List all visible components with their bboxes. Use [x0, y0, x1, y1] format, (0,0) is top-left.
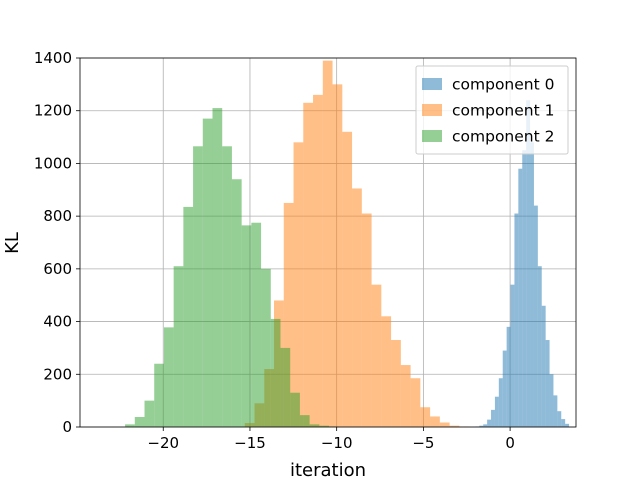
histogram-bar: [391, 340, 401, 427]
histogram-bar: [487, 419, 492, 427]
histogram-bar: [545, 340, 550, 427]
legend-label: component 1: [452, 102, 554, 120]
y-tick-label: 1400: [34, 49, 72, 67]
histogram-bar: [352, 188, 362, 427]
histogram-bar: [309, 424, 320, 427]
histogram-bar: [144, 400, 155, 427]
histogram-bar: [299, 415, 310, 427]
histogram-bar: [261, 268, 271, 427]
histogram-bar: [193, 146, 203, 427]
histogram-bar: [410, 378, 421, 427]
histogram-bar: [557, 411, 562, 427]
axis-ticks: −20 −15 −10 −5 0 0 200 400 600 800 1000 1200 1400: [34, 49, 515, 452]
legend-box: [415, 65, 569, 155]
histogram-bar: [293, 142, 304, 428]
x-tick-label: −20: [147, 434, 179, 452]
y-axis-label: KL: [2, 232, 23, 254]
y-tick-label: 600: [43, 260, 72, 278]
x-tick-label: 0: [505, 434, 515, 452]
histogram-bar: [163, 327, 174, 427]
legend-label: component 0: [452, 76, 554, 94]
histogram-bar: [553, 395, 558, 427]
histogram-bar: [502, 350, 507, 427]
legend-swatch: [422, 104, 442, 116]
histogram-bar: [241, 225, 252, 427]
histogram-bar: [303, 102, 314, 428]
y-tick-label: 1200: [34, 102, 72, 120]
histogram-bar: [342, 131, 353, 428]
histogram-bar: [270, 318, 281, 427]
histogram-bar: [251, 222, 262, 427]
histogram-bar: [361, 213, 372, 427]
histogram-bar: [381, 316, 392, 427]
histogram-bar: [522, 150, 527, 427]
histogram-bar: [449, 425, 460, 427]
histogram-bar: [313, 94, 323, 428]
histogram-bar: [526, 100, 531, 428]
legend-swatch: [422, 130, 442, 142]
x-axis-label: iteration: [290, 460, 366, 480]
histogram-bar: [479, 425, 484, 427]
legend-swatch: [422, 78, 442, 90]
histogram-bar: [498, 378, 503, 427]
y-tick-label: 1000: [34, 154, 72, 172]
histogram-bar: [439, 422, 450, 427]
histogram-bar: [483, 424, 488, 427]
histogram-bar: [491, 409, 495, 427]
y-tick-label: 400: [43, 313, 72, 331]
histogram-bar: [322, 60, 333, 428]
histogram-bar: [549, 374, 554, 427]
histogram-bar: [173, 266, 184, 427]
histogram-bar: [420, 407, 431, 427]
histogram-bar: [533, 205, 538, 427]
histogram-bar: [212, 108, 223, 427]
y-tick-label: 800: [43, 207, 72, 225]
series-0-bars: [475, 100, 570, 428]
histogram-bar: [506, 326, 511, 427]
x-tick-label: −10: [321, 434, 353, 452]
histogram-bar: [565, 423, 570, 427]
histogram-bars: [125, 60, 570, 428]
x-tick-label: −15: [234, 434, 266, 452]
legend: component 0 component 1 component 2: [415, 65, 569, 155]
x-tick-label: −5: [412, 434, 434, 452]
histogram-bar: [154, 363, 164, 427]
histogram-bar: [280, 347, 291, 427]
histogram-bar: [290, 392, 300, 427]
histogram-bar: [494, 396, 499, 427]
histogram-bar: [510, 284, 515, 427]
histogram-bar: [183, 206, 194, 427]
histogram-bar: [222, 146, 232, 427]
histogram-bar: [125, 424, 135, 427]
histogram-bar: [400, 365, 411, 427]
histogram-bar: [283, 202, 294, 427]
legend-label: component 2: [452, 128, 554, 146]
histogram-bar: [371, 284, 382, 427]
histogram-bar: [332, 84, 343, 427]
histogram-bar: [202, 118, 213, 427]
histogram-bar: [514, 213, 519, 427]
y-tick-label: 0: [62, 418, 72, 436]
histogram-bar: [537, 266, 542, 427]
histogram-bar: [561, 419, 566, 427]
histogram-bar: [319, 425, 330, 427]
y-tick-label: 200: [43, 365, 72, 383]
histogram-bar: [518, 168, 523, 427]
histogram-bar: [541, 305, 546, 427]
histogram-bar: [231, 179, 242, 427]
histogram-bar: [134, 416, 145, 427]
series-2-bars: [125, 108, 339, 427]
histogram-bar: [430, 416, 440, 427]
histogram-bar: [530, 142, 534, 428]
plot-frame: [79, 57, 577, 428]
